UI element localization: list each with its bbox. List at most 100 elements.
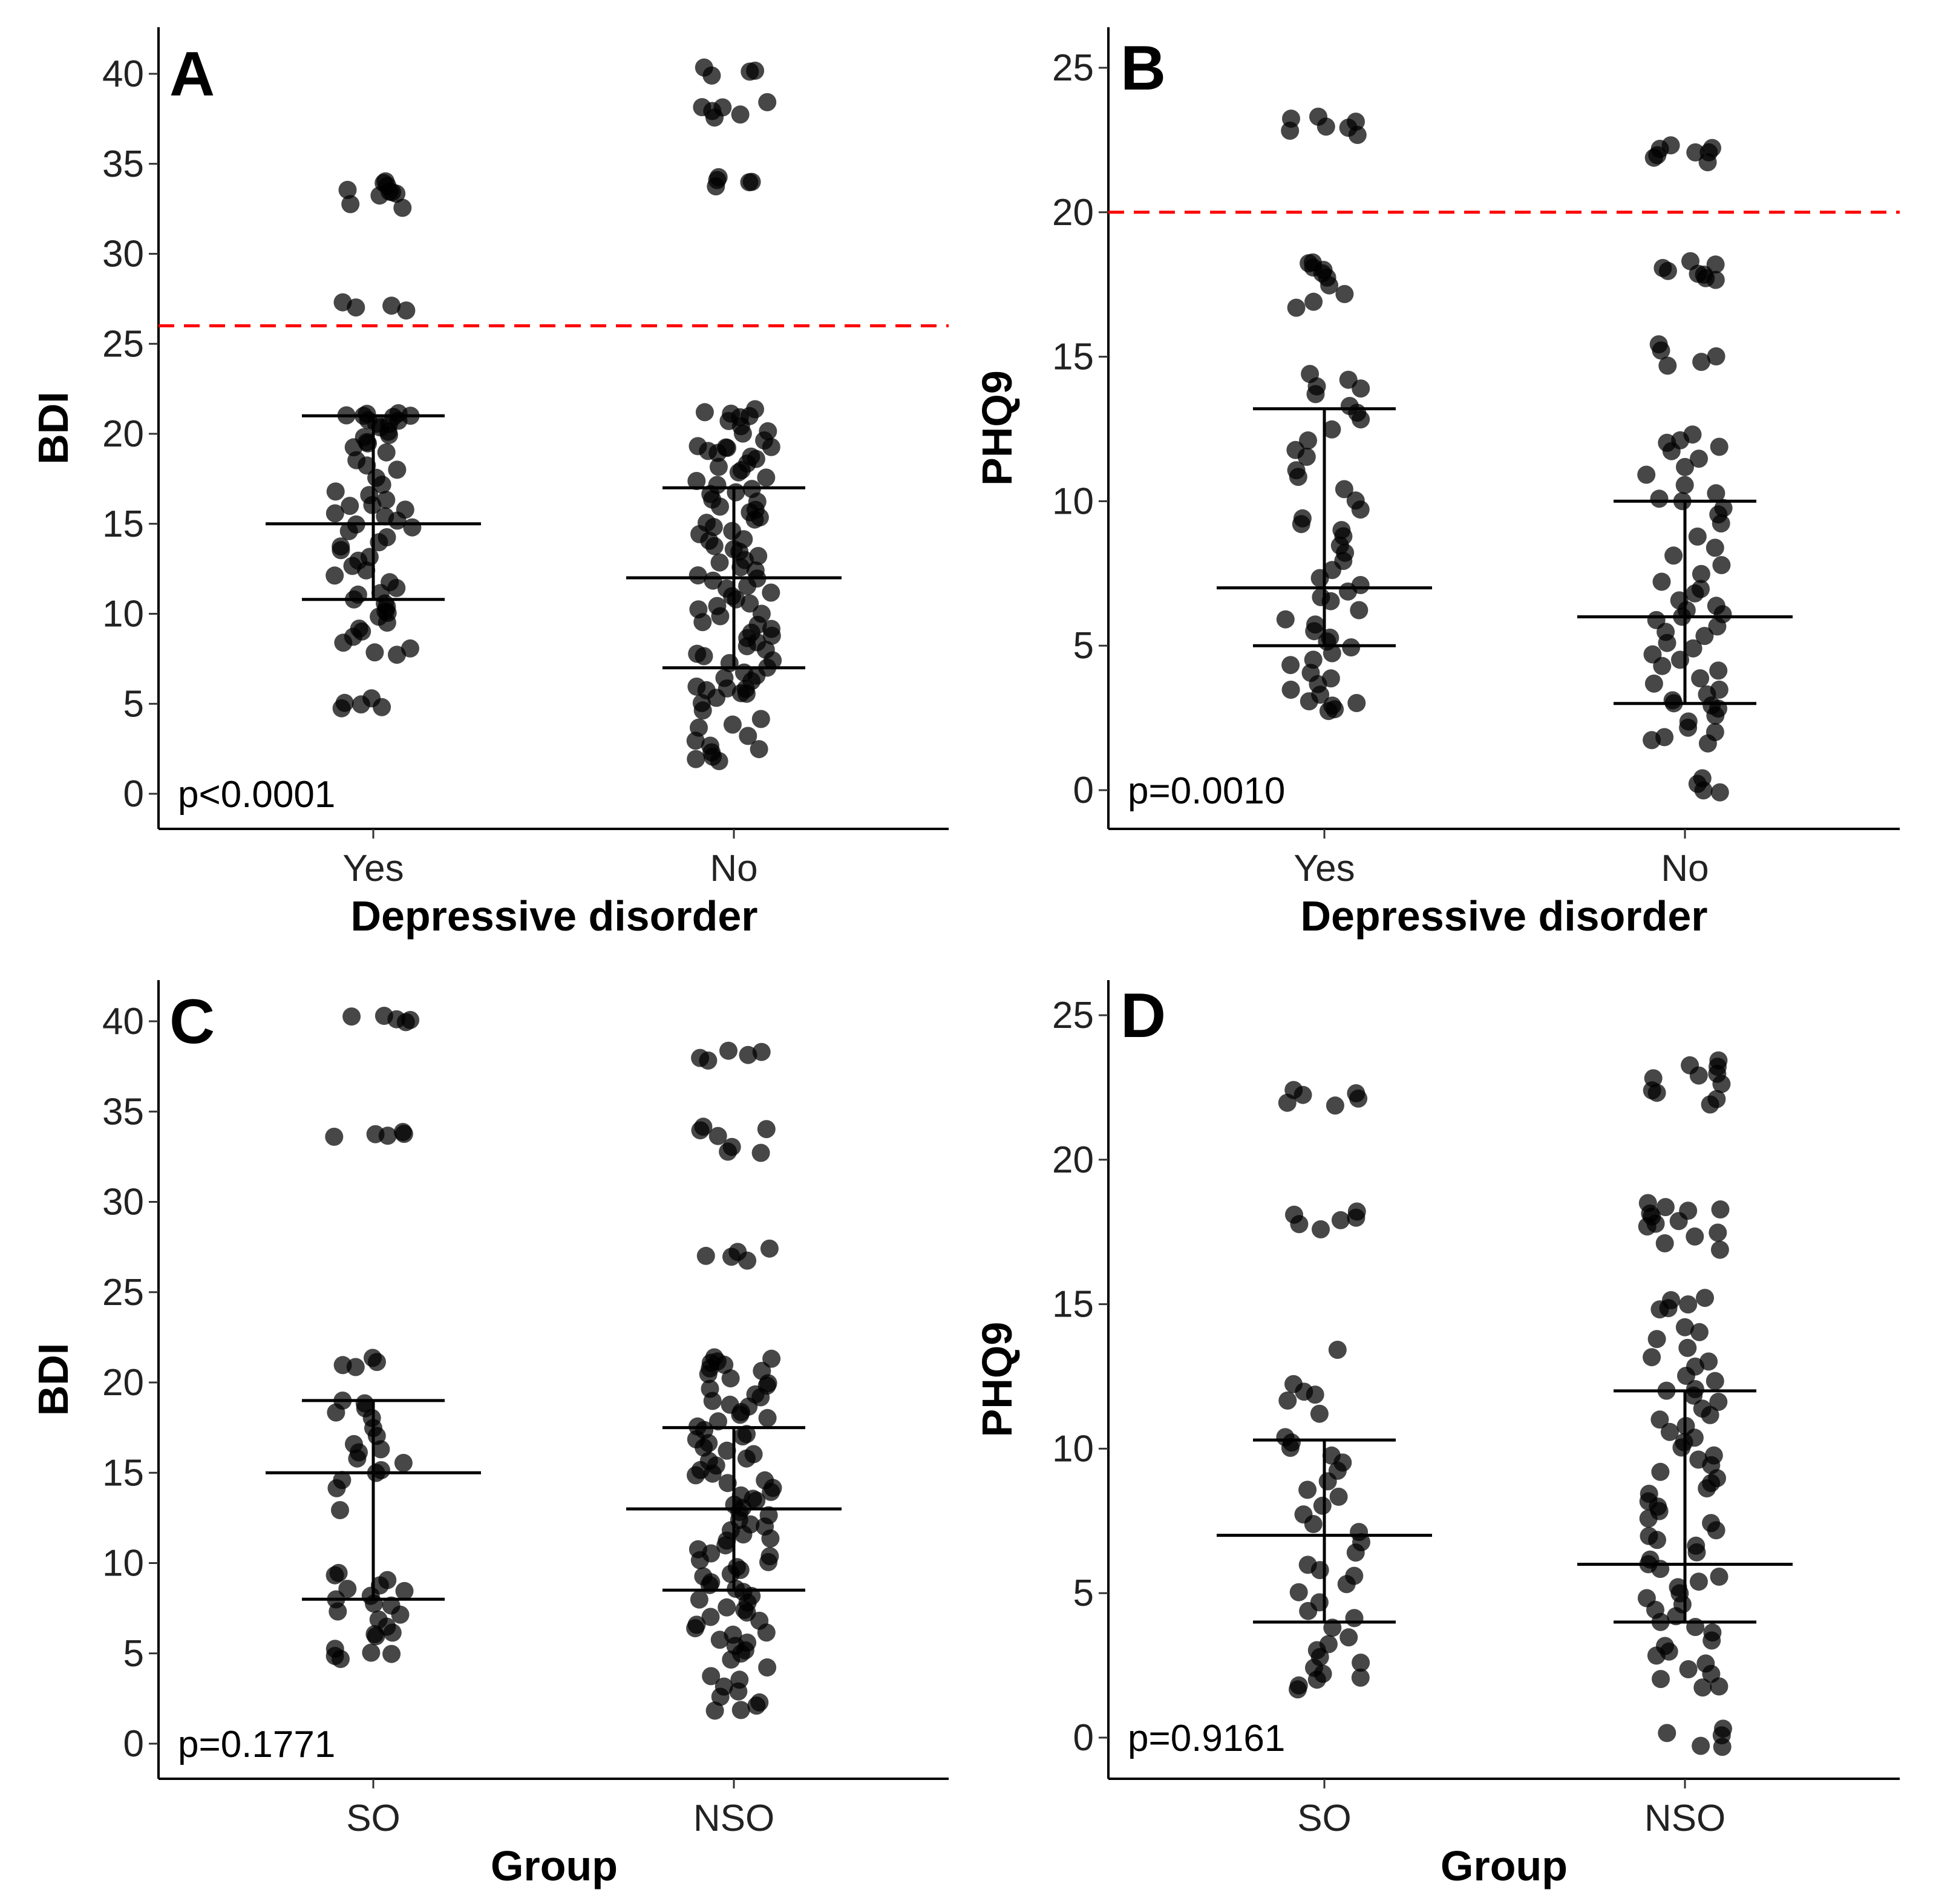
data-point: [690, 1590, 708, 1609]
data-point: [1706, 706, 1725, 725]
y-tick-label: 20: [102, 413, 144, 455]
data-point: [751, 710, 770, 728]
data-point: [1647, 1330, 1666, 1349]
data-point: [731, 1701, 750, 1719]
data-point: [718, 1474, 737, 1493]
data-point: [1651, 1462, 1670, 1481]
data-point: [1287, 298, 1306, 317]
data-point: [1684, 639, 1702, 658]
data-point: [1713, 1738, 1732, 1756]
data-point: [1350, 601, 1369, 620]
panel-letter: C: [169, 987, 215, 1057]
data-point: [762, 1482, 780, 1501]
data-point: [687, 1466, 705, 1485]
data-point: [686, 731, 705, 750]
data-point: [696, 1246, 715, 1265]
data-point: [1675, 476, 1694, 494]
data-point: [1323, 420, 1341, 439]
data-point: [1290, 1215, 1309, 1234]
data-point: [1331, 1211, 1350, 1229]
data-point: [1688, 527, 1707, 546]
y-tick-label: 30: [102, 1182, 144, 1223]
data-point: [1696, 1289, 1714, 1307]
data-point: [358, 456, 376, 475]
data-point: [702, 66, 721, 85]
data-point: [762, 1349, 781, 1368]
data-point: [1299, 431, 1317, 450]
data-point: [1281, 681, 1300, 699]
data-point: [1281, 656, 1300, 675]
data-point: [1679, 1295, 1698, 1313]
data-point: [1679, 1660, 1698, 1678]
data-point: [761, 1529, 780, 1548]
data-point: [731, 558, 750, 577]
data-point: [1652, 341, 1670, 360]
data-point: [1339, 1628, 1358, 1647]
y-tick-label: 0: [1073, 770, 1094, 811]
data-point: [715, 1355, 734, 1374]
data-point: [762, 437, 780, 456]
data-point: [1677, 1367, 1695, 1385]
data-point: [1709, 1223, 1727, 1242]
data-point: [1312, 1220, 1330, 1238]
data-point: [1292, 515, 1310, 534]
data-point: [327, 1479, 346, 1497]
data-point: [1694, 781, 1713, 800]
data-point: [738, 637, 756, 655]
data-point: [1691, 669, 1710, 688]
data-point: [719, 1041, 738, 1060]
y-tick-label: 15: [1052, 1284, 1094, 1326]
data-point: [1648, 1531, 1666, 1549]
data-point: [325, 566, 344, 585]
data-point: [377, 491, 396, 509]
data-point: [373, 476, 391, 494]
data-point: [1643, 1348, 1661, 1367]
data-point: [1345, 1609, 1364, 1628]
data-point: [1689, 1066, 1708, 1085]
data-point: [1310, 569, 1329, 587]
data-point: [1329, 1487, 1348, 1506]
data-point: [1647, 1084, 1666, 1102]
data-point: [739, 727, 757, 745]
data-point: [1652, 572, 1671, 591]
data-point: [1352, 1654, 1370, 1672]
data-point: [365, 643, 384, 662]
data-point: [758, 1658, 777, 1677]
data-point: [1651, 1560, 1670, 1578]
data-point: [1328, 1341, 1347, 1359]
data-point: [1710, 437, 1729, 456]
data-point: [334, 633, 353, 652]
y-tick-label: 0: [1073, 1717, 1094, 1759]
data-point: [1299, 1601, 1318, 1620]
data-point: [707, 689, 725, 707]
data-point: [727, 590, 745, 609]
data-point: [1709, 661, 1728, 680]
data-point: [377, 443, 396, 462]
data-point: [1698, 153, 1717, 172]
y-tick-label: 5: [1073, 1572, 1094, 1614]
data-point: [1346, 1543, 1365, 1562]
y-tick-label: 15: [102, 503, 144, 545]
data-point: [1304, 292, 1323, 311]
data-point: [382, 296, 401, 315]
data-point: [729, 1682, 748, 1701]
data-point: [362, 1643, 381, 1662]
data-point: [1306, 385, 1325, 404]
y-tick-label: 20: [1052, 1139, 1094, 1181]
data-point: [387, 578, 406, 597]
data-point: [1711, 1200, 1730, 1219]
data-point: [1289, 468, 1307, 486]
data-point: [711, 497, 729, 516]
data-point: [747, 1491, 766, 1510]
data-point: [1710, 1568, 1729, 1586]
data-point: [1321, 592, 1340, 610]
data-point: [733, 1427, 752, 1446]
data-point: [332, 699, 351, 718]
data-point: [1310, 1561, 1329, 1580]
data-point: [1335, 480, 1353, 499]
data-point: [1647, 1646, 1666, 1665]
x-axis-title: Group: [491, 1842, 618, 1889]
data-point: [1639, 1509, 1658, 1528]
y-tick-label: 40: [102, 53, 144, 95]
data-point: [332, 541, 350, 560]
